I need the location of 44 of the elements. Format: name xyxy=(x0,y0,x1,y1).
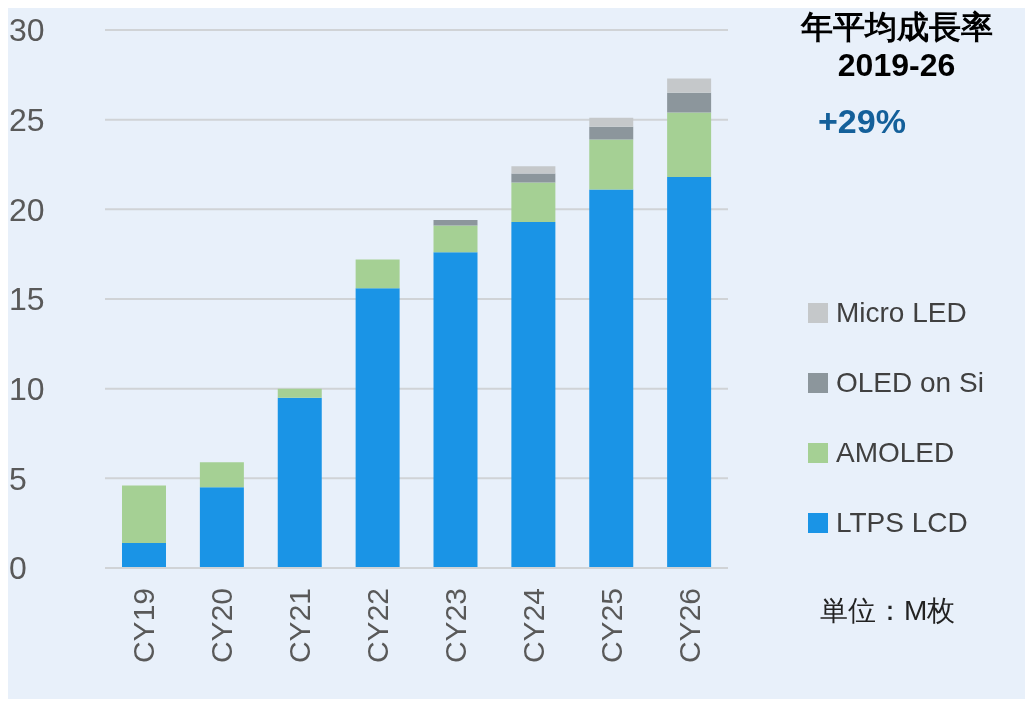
bar xyxy=(589,139,634,190)
bar xyxy=(355,288,400,568)
bar xyxy=(667,78,712,93)
x-tick-label: CY21 xyxy=(283,588,317,664)
bar xyxy=(122,542,166,568)
x-tick-label: CY24 xyxy=(516,588,550,664)
bar xyxy=(667,177,712,568)
bar xyxy=(511,182,556,222)
x-tick-label: CY22 xyxy=(361,588,395,664)
y-tick-label: 20 xyxy=(9,191,45,228)
y-tick-label: 15 xyxy=(9,281,45,318)
bar xyxy=(122,485,166,543)
bar xyxy=(511,221,556,568)
x-tick-label: CY25 xyxy=(594,588,628,664)
legend-label: LTPS LCD xyxy=(836,507,968,539)
bar xyxy=(433,252,478,568)
legend-label: OLED on Si xyxy=(836,367,984,399)
x-tick-label: CY19 xyxy=(127,588,161,664)
bar xyxy=(511,166,556,174)
y-tick-label: 10 xyxy=(9,371,45,408)
bar xyxy=(277,397,322,568)
x-tick-label: CY20 xyxy=(205,588,239,664)
bar xyxy=(199,487,244,568)
bar xyxy=(667,92,712,113)
legend-label: Micro LED xyxy=(836,297,967,329)
bar xyxy=(355,259,400,289)
bar xyxy=(433,220,478,226)
bar xyxy=(199,462,244,488)
legend-label: AMOLED xyxy=(836,437,955,469)
y-tick-label: 5 xyxy=(9,460,27,497)
y-tick-label: 25 xyxy=(9,102,45,139)
text: 単位：M枚 xyxy=(820,594,956,628)
x-tick-label: CY23 xyxy=(438,588,472,664)
bar xyxy=(667,112,712,178)
x-tick-label: CY26 xyxy=(672,588,706,664)
y-tick-label: 30 xyxy=(9,12,45,49)
bar xyxy=(277,388,322,398)
text: +29% xyxy=(818,102,906,141)
bar xyxy=(433,225,478,253)
bar xyxy=(589,126,634,140)
text: 年平均成長率 2019-26 xyxy=(799,8,994,84)
bar xyxy=(589,189,634,568)
y-tick-label: 0 xyxy=(9,550,27,587)
bar xyxy=(511,173,556,183)
